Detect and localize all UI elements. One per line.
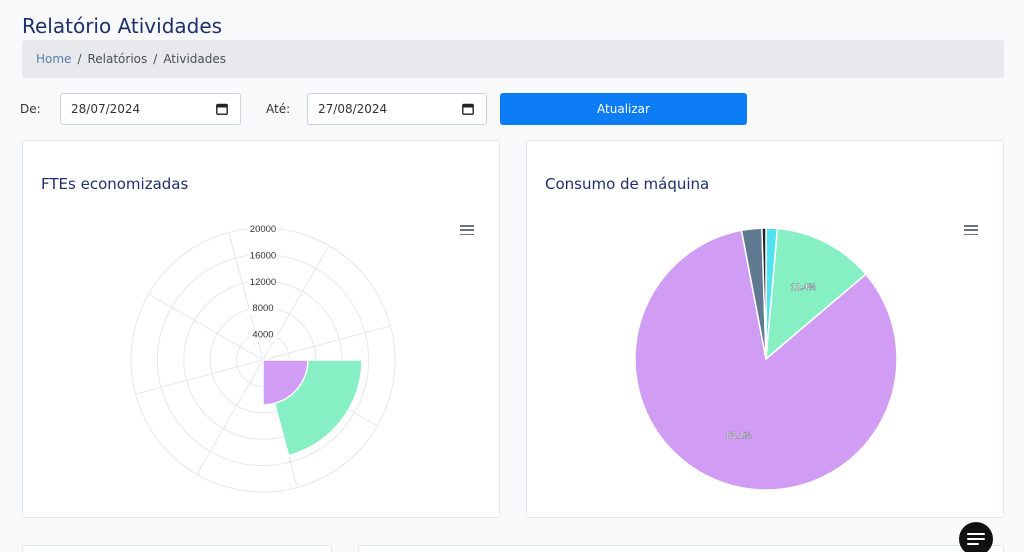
polar-grid-spoke [148, 293, 264, 361]
breadcrumb-separator: / [77, 52, 82, 66]
polar-tick-bg [249, 249, 277, 262]
to-label: Até: [266, 102, 291, 116]
to-date-input[interactable]: 27/08/2024 [307, 93, 487, 125]
pie-data-label: 12.4% [791, 282, 817, 292]
pie-chart: 12.4% 83.2% [634, 227, 898, 491]
breadcrumb-relatorios[interactable]: Relatórios [87, 52, 148, 66]
to-date-value: 27/08/2024 [318, 102, 388, 116]
polar-tick-label: 8000 [252, 303, 273, 314]
breadcrumb-home[interactable]: Home [36, 52, 72, 66]
ftes-chart-card: FTEs economizadas 4000 8000 12000 16000 2000… [22, 140, 500, 518]
polar-tick-label: 4000 [252, 330, 273, 341]
polar-tick-label: 16000 [250, 250, 276, 261]
pie-slice[interactable] [634, 229, 898, 491]
polar-tick-label: 20000 [250, 224, 276, 235]
polar-tick-label: 12000 [250, 277, 276, 288]
pie-slice[interactable] [765, 227, 867, 361]
polar-grid-spoke [262, 325, 391, 361]
date-filters: De: 28/07/2024 Até: 27/08/2024 Atualizar [0, 92, 1024, 126]
breadcrumb-separator: / [153, 52, 158, 66]
polar-grid-spoke [262, 245, 330, 361]
pie-slice[interactable] [761, 227, 767, 360]
consumo-chart-card: Consumo de máquina 12.4% 83.2% [526, 140, 1004, 518]
polar-grid-spoke [196, 359, 264, 475]
from-label: De: [20, 102, 41, 116]
breadcrumb-atividades: Atividades [163, 52, 227, 66]
calendar-icon[interactable] [216, 103, 228, 115]
polar-tick-bg [249, 223, 277, 235]
ftes-chart-title: FTEs economizadas [41, 175, 189, 193]
bottom-card-right [358, 545, 1004, 552]
consumo-chart-title: Consumo de máquina [545, 175, 710, 193]
from-date-input[interactable]: 28/07/2024 [60, 93, 241, 125]
bottom-card-left [22, 545, 332, 552]
update-button[interactable]: Atualizar [500, 93, 747, 125]
menu-icon[interactable] [964, 225, 978, 236]
polar-tick-bg [249, 275, 277, 288]
polar-slice[interactable] [262, 359, 309, 406]
polar-area-chart: 4000 8000 12000 16000 20000 [130, 223, 396, 493]
breadcrumb: Home / Relatórios / Atividades [22, 40, 1004, 78]
pie-data-label: 83.2% [726, 431, 752, 441]
calendar-icon[interactable] [462, 103, 474, 115]
from-date-value: 28/07/2024 [71, 102, 141, 116]
chat-icon[interactable] [959, 522, 993, 552]
menu-icon[interactable] [460, 225, 474, 236]
page-title: Relatório Atividades [22, 14, 223, 38]
polar-tick-bg [249, 328, 277, 341]
polar-tick-bg [249, 302, 277, 315]
polar-grid-spoke [135, 359, 264, 395]
